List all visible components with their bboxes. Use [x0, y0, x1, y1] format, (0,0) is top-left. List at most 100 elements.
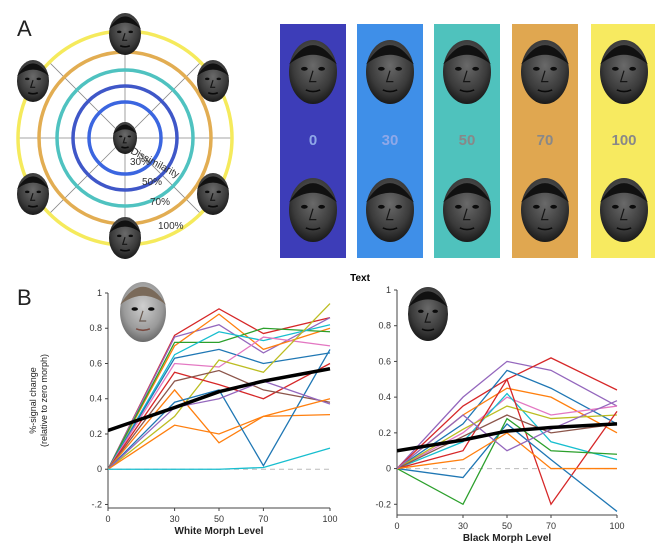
series-line	[108, 324, 331, 470]
eye-left	[117, 30, 122, 34]
y-tick-label: 0.2	[378, 428, 391, 438]
eye-right	[395, 204, 403, 209]
mouth	[459, 227, 475, 231]
mouth	[121, 146, 129, 149]
eye-right	[472, 66, 480, 71]
y-tick-label: 0.2	[89, 429, 102, 439]
face-image-bottom	[443, 178, 491, 242]
nose	[121, 32, 128, 41]
nose	[385, 70, 394, 83]
nose	[308, 208, 317, 221]
morph-level-label: 70	[537, 132, 554, 149]
outer-face-image	[109, 217, 141, 259]
series-line	[108, 336, 331, 470]
eye-left	[117, 234, 122, 238]
eye-right	[550, 66, 557, 71]
hair-shape	[197, 176, 229, 189]
series-line	[397, 360, 618, 470]
eye-right	[629, 66, 636, 71]
series-line	[108, 317, 331, 470]
nose	[138, 310, 147, 322]
x-tick-label: 50	[214, 514, 224, 524]
eye-right	[318, 204, 326, 209]
hair-shape	[197, 63, 229, 76]
y-tick-label: 0.6	[378, 356, 391, 366]
y-axis-sublabel: (relative to zero morph)	[39, 354, 49, 447]
x-tick-label: 70	[258, 514, 268, 524]
eye-left	[418, 309, 424, 313]
series-line	[397, 369, 618, 470]
morph-level-label: 50	[459, 132, 476, 149]
mouth	[537, 227, 553, 231]
series-group	[397, 357, 618, 512]
panel-b-letter: B	[17, 285, 32, 310]
face-image-bottom	[521, 178, 569, 242]
mouth	[135, 328, 151, 332]
eye-right	[36, 190, 41, 194]
eye-right	[148, 307, 155, 311]
hair-shape	[600, 183, 648, 203]
eye-left	[533, 66, 540, 71]
mouth	[382, 89, 398, 93]
eye-right	[127, 135, 131, 138]
series-line	[108, 327, 331, 470]
series-line	[397, 417, 618, 506]
eye-left	[378, 204, 385, 209]
morph-level-strip: 0 30 50 70 100	[280, 24, 655, 258]
face-image-top	[366, 40, 414, 104]
mouth	[119, 45, 131, 48]
ring-label: 100%	[158, 221, 184, 232]
face-image-top	[443, 40, 491, 104]
y-tick-label: 0	[97, 464, 102, 474]
y-tick-label: 0.4	[89, 394, 102, 404]
panel-b-header: Text	[350, 273, 370, 284]
hair-shape	[366, 183, 414, 203]
series-line	[108, 398, 331, 470]
y-tick-label: -.2	[91, 499, 102, 509]
eye-right	[36, 77, 41, 81]
eye-left	[25, 190, 30, 194]
face-image-top	[289, 40, 337, 104]
outer-face-image	[109, 13, 141, 55]
nose	[540, 70, 549, 83]
nose	[619, 70, 628, 83]
nose	[209, 192, 216, 201]
eye-right	[128, 234, 133, 238]
hair-shape	[109, 220, 141, 233]
hair-shape	[289, 183, 337, 203]
hair-shape	[289, 45, 337, 65]
series-line	[397, 377, 618, 506]
ring-label: 30%	[130, 157, 150, 168]
ring-label: 70%	[150, 197, 170, 208]
hair-shape	[17, 63, 49, 76]
hair-shape	[521, 45, 569, 65]
outer-face-image	[17, 173, 49, 215]
y-tick-label: 0.4	[378, 392, 391, 402]
eye-left	[131, 307, 138, 311]
eye-left	[612, 66, 619, 71]
inset-face-image	[408, 287, 448, 341]
series-line	[108, 303, 331, 470]
face-image-bottom	[289, 178, 337, 242]
x-tick-label: 70	[546, 521, 556, 531]
eye-left	[533, 204, 540, 209]
eye-left	[455, 66, 462, 71]
x-axis-label: Black Morph Level	[463, 533, 552, 544]
hair-shape	[443, 45, 491, 65]
mouth	[459, 89, 475, 93]
nose	[385, 208, 394, 221]
hair-shape	[109, 16, 141, 29]
eye-left	[301, 204, 308, 209]
dissimilarity-ring	[71, 84, 179, 192]
mouth	[382, 227, 398, 231]
eye-left	[205, 77, 210, 81]
outer-face-image	[197, 60, 229, 102]
nose	[424, 312, 431, 323]
series-line	[108, 313, 331, 470]
mean-line	[108, 367, 331, 433]
mouth	[119, 249, 131, 252]
x-tick-label: 100	[322, 514, 337, 524]
eye-left	[301, 66, 308, 71]
